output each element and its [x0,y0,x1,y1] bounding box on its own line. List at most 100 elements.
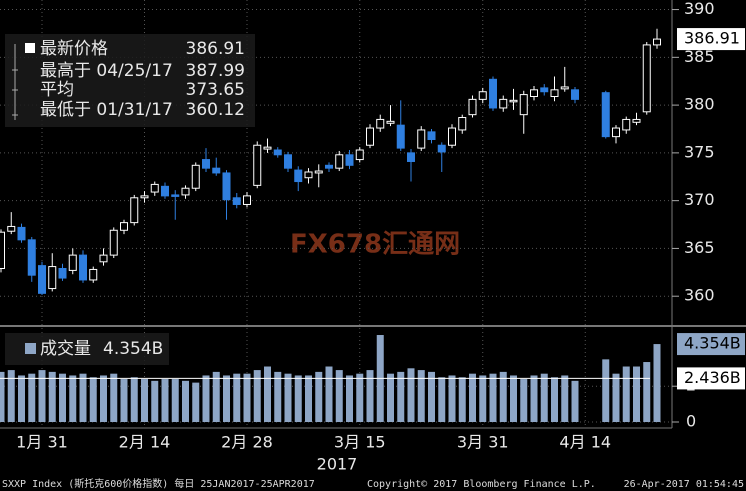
footer-index: SXXP Index (斯托克600价格指数) 每日 25JAN2017-25A… [2,477,315,490]
candle-body [273,149,282,156]
volume-bar [417,370,425,422]
x-tick-label: 1月 31 [16,433,68,452]
volume-bar [551,377,558,422]
candle-body [0,231,5,269]
candle-body [345,154,354,166]
x-year-label: 2017 [317,455,358,474]
legend-box [5,34,255,127]
volume-bar [397,371,405,422]
candle-body [622,118,631,131]
legend-label: 成交量 [40,339,91,359]
x-tick-label: 2月 28 [221,433,273,452]
average-volume-box [677,367,745,390]
candle-body [294,169,303,183]
legend-value: 360.12 [186,100,245,120]
footer-copyright: Copyright© 2017 Bloomberg Finance L.P. [367,479,596,490]
volume-bar [202,375,210,422]
candle-body [478,91,487,100]
candle-body [7,225,16,232]
volume-bar [38,370,46,422]
volume-bar [510,375,517,422]
volume-bar [448,375,456,422]
last-price-label: 386.91 [684,29,740,48]
y-tick-label: 380 [684,95,715,114]
candle-body [181,187,190,196]
candle-body [140,195,149,199]
candle-body [366,127,374,146]
volume-bar [284,373,292,422]
volume-bar [335,370,343,422]
candle-body [458,117,467,131]
volume-bar [622,366,630,422]
volume-bar [141,379,148,422]
candle-body [612,127,620,138]
x-tick-label: 2月 14 [119,433,171,452]
legend-value: 4.354B [103,339,163,359]
y2-tick-label: 0 [686,412,696,431]
candle-body [161,185,169,197]
candle-body [642,44,651,113]
volume-bar [100,375,107,422]
volume-bar [633,366,640,422]
volume-bar [305,375,312,422]
volume-bar [520,379,528,422]
average-volume-label: 2.436B [684,368,741,387]
candle-body [263,146,272,150]
candle-body [304,171,313,179]
volume-bar [79,373,87,422]
y-tick-label: 365 [684,238,715,257]
candle-body [632,118,641,123]
volume-bar [387,373,394,422]
legend-label: 最低于 01/31/17 [40,100,173,120]
candle-body [253,144,262,186]
legend-value: 386.91 [186,39,245,59]
candle-body [519,94,528,116]
candle-body [376,118,385,129]
volume-bar [479,375,487,422]
y-tick-label: 375 [684,142,715,161]
volume-bar [315,371,323,422]
candle-body [550,89,559,98]
candle-body [499,98,508,109]
volume-bar [602,359,610,422]
volume-bar [130,377,138,422]
volume-bar [151,380,159,422]
candle-body [212,167,221,174]
volume-bar [182,380,189,422]
candle-body [325,164,333,169]
volume-bar [28,373,36,422]
volume-bar [223,375,230,422]
volume-bar [458,377,466,422]
volume-bar [489,373,497,422]
y-tick-label: 385 [684,47,715,66]
candle-body [530,89,538,98]
candle-body [27,239,36,276]
candle-body [571,89,579,100]
volume-bar [499,371,507,422]
candle-body [58,267,67,279]
candle-body [120,222,128,231]
x-tick-label: 3月 31 [457,433,509,452]
candle-body [489,78,497,109]
candle-body [335,154,344,169]
volume-bar [243,373,251,422]
volume-bar [253,370,261,422]
volume-bar [59,373,66,422]
volume-bar [612,373,620,422]
candle-body [202,159,210,169]
candle-body [17,226,26,241]
volume-bar [120,379,128,422]
legend-label: 最高于 04/25/17 [40,61,173,81]
y-tick-label: 390 [684,0,715,18]
candle-body [191,164,200,189]
volume-bar [212,371,220,422]
candle-body [232,197,241,205]
footer-timestamp: 26-Apr-2017 01:54:45 [624,479,744,490]
legend-icon [25,343,36,354]
volume-bar [325,366,333,422]
candle-body [540,87,549,93]
candle-body [468,98,477,116]
volume-bar [264,366,271,422]
volume-bar [294,375,302,422]
